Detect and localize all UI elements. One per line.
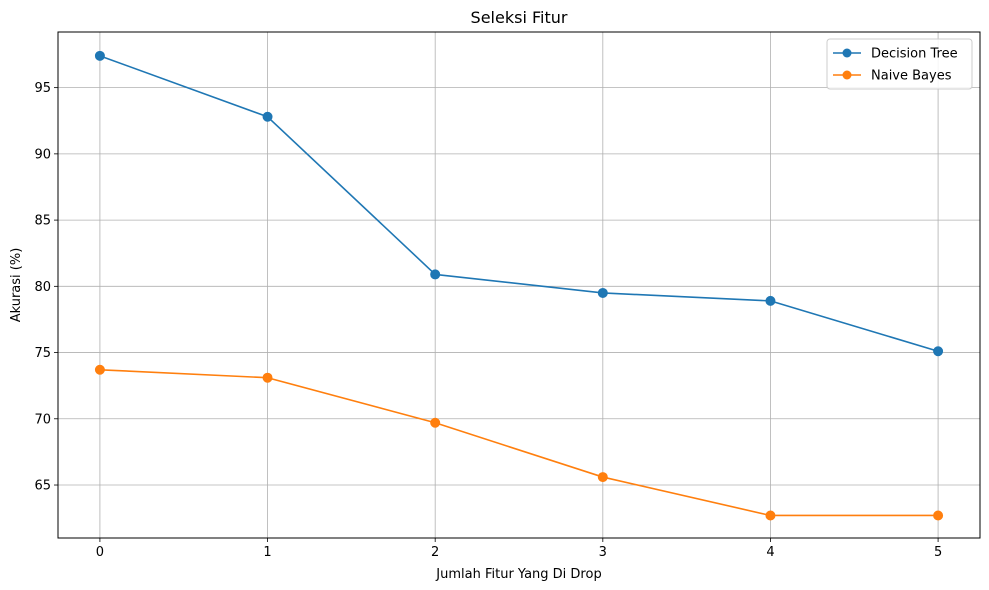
chart-title: Seleksi Fitur [471, 8, 568, 27]
data-point-decision-tree [933, 346, 944, 357]
legend-label: Naive Bayes [871, 69, 952, 84]
data-point-naive-bayes [597, 472, 608, 483]
x-tick-label: 4 [766, 545, 774, 560]
legend-marker [842, 48, 852, 58]
y-tick-label: 95 [34, 81, 51, 96]
data-point-naive-bayes [94, 364, 105, 375]
grid-lines [58, 32, 980, 538]
legend: Decision Tree Naive Bayes [826, 38, 973, 90]
data-point-naive-bayes [262, 372, 273, 383]
y-tick-label: 65 [34, 479, 51, 494]
series-naive-bayes [94, 364, 944, 521]
data-point-decision-tree [765, 295, 776, 306]
axis-ticks: 0 1 2 3 4 5 65 70 75 80 85 90 95 [34, 81, 942, 560]
series-line-decision-tree [99, 55, 939, 352]
y-tick-label: 80 [34, 280, 51, 295]
x-axis-label: Jumlah Fitur Yang Di Drop [435, 567, 601, 582]
legend-label: Decision Tree [871, 47, 958, 62]
data-point-naive-bayes [933, 510, 944, 521]
legend-marker [842, 70, 852, 80]
legend-item-naive-bayes: Naive Bayes [833, 69, 952, 84]
x-tick-label: 1 [263, 545, 271, 560]
legend-box [826, 38, 973, 90]
plot-frame [57, 31, 981, 539]
x-tick-label: 5 [934, 545, 942, 560]
x-tick-label: 0 [96, 545, 104, 560]
y-tick-label: 70 [34, 412, 51, 427]
y-axis-label: Akurasi (%) [9, 248, 24, 323]
series-line-naive-bayes [99, 368, 939, 517]
y-tick-label: 75 [34, 346, 51, 361]
x-tick-label: 2 [431, 545, 439, 560]
data-point-decision-tree [430, 269, 441, 280]
legend-item-decision-tree: Decision Tree [833, 47, 958, 62]
y-tick-label: 85 [34, 214, 51, 229]
x-tick-label: 3 [599, 545, 607, 560]
series-decision-tree [94, 50, 944, 357]
series-layer [94, 50, 944, 521]
y-tick-label: 90 [34, 147, 51, 162]
data-point-decision-tree [94, 50, 105, 61]
data-point-decision-tree [262, 111, 273, 122]
data-point-naive-bayes [765, 510, 776, 521]
data-point-decision-tree [597, 287, 608, 298]
data-point-naive-bayes [430, 417, 441, 428]
